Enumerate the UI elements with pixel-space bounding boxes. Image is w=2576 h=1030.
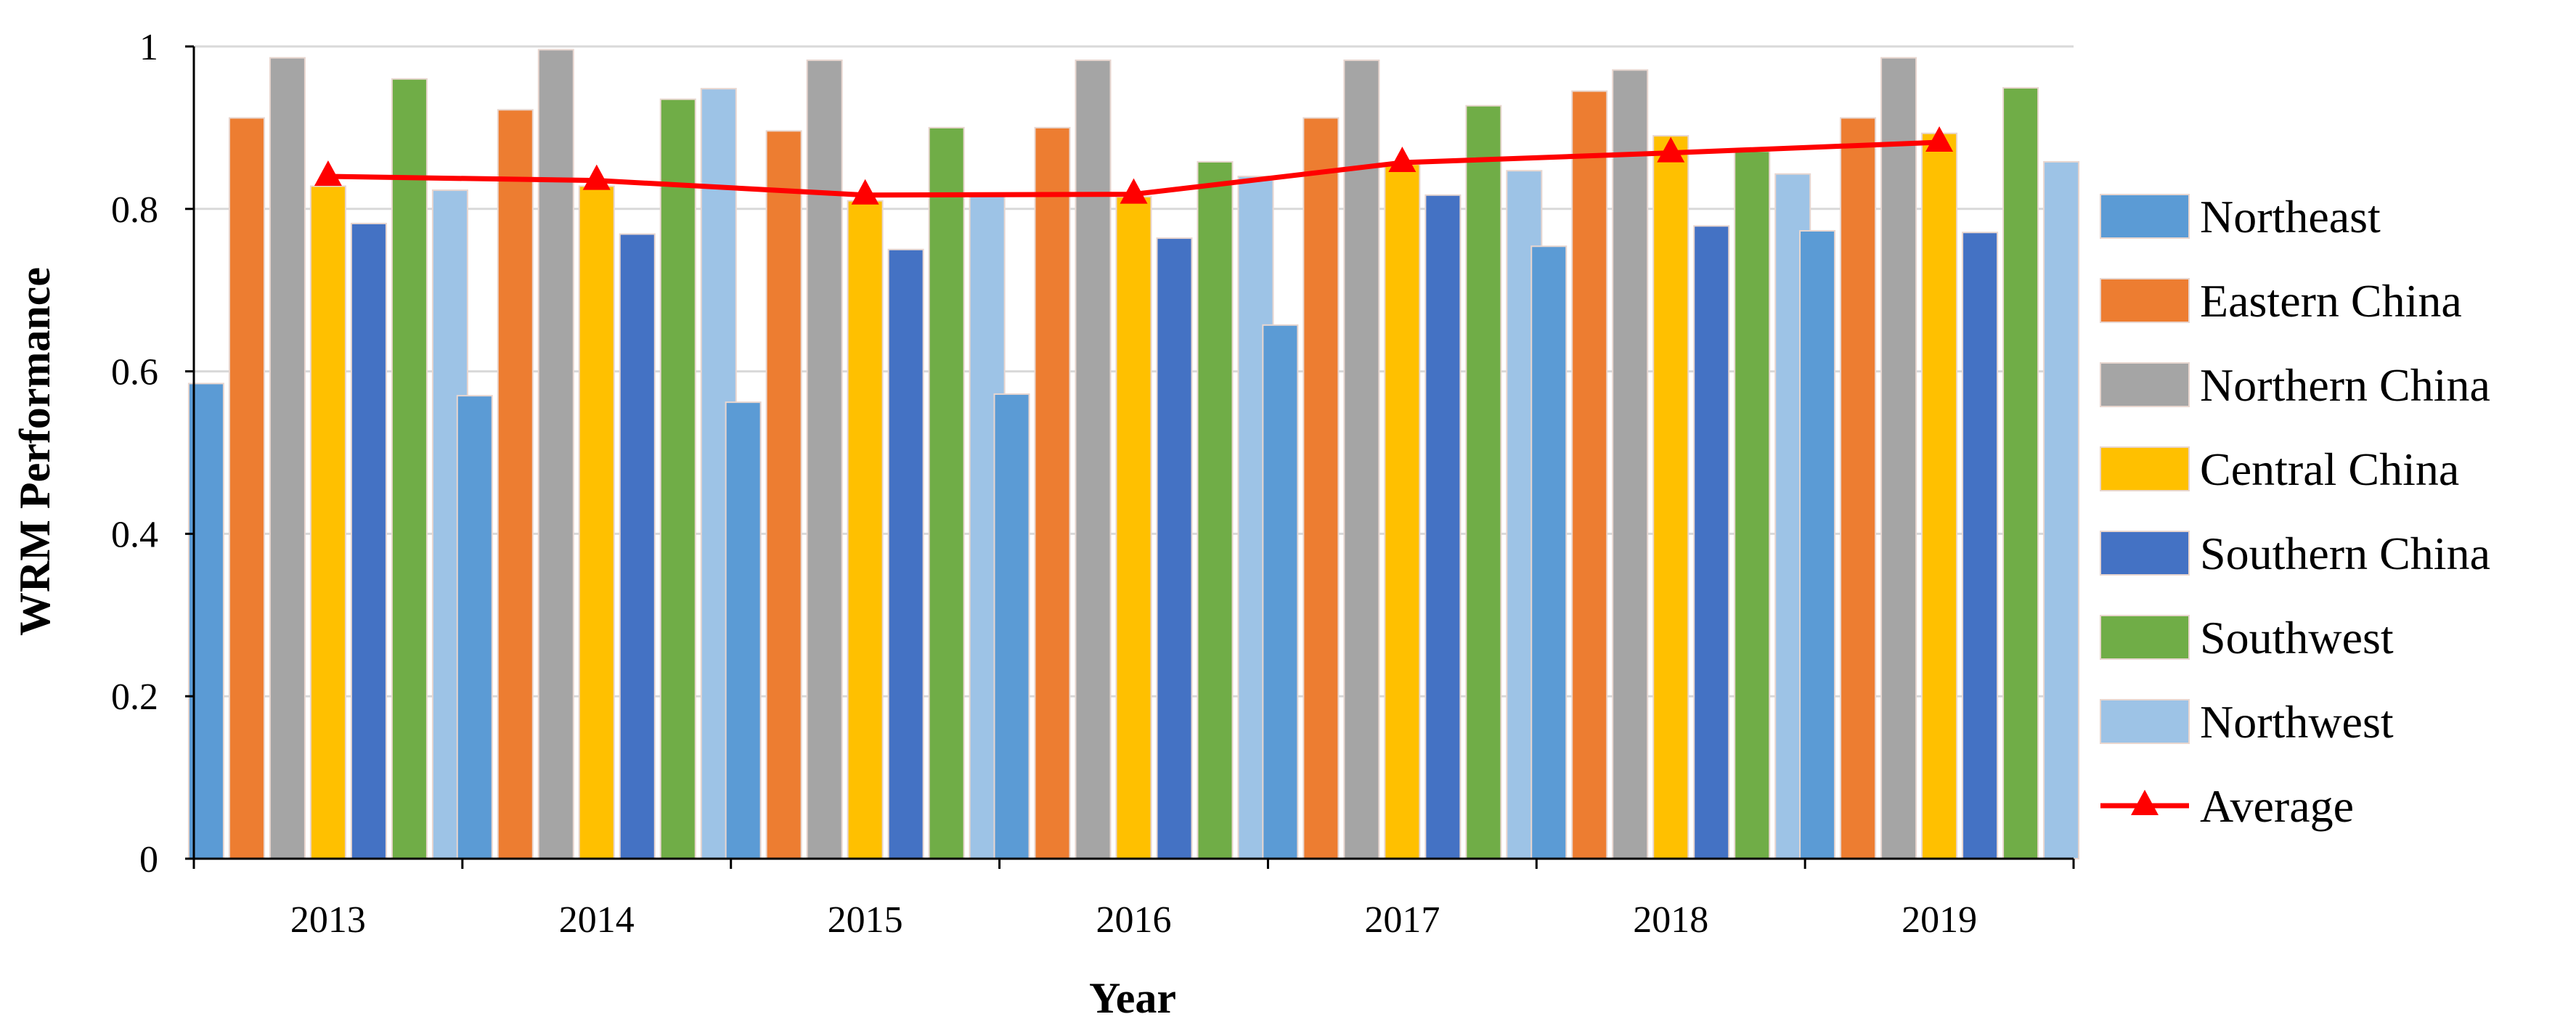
legend-swatch bbox=[2100, 699, 2190, 744]
bar-northern-china bbox=[1880, 57, 1917, 859]
bar-northeast bbox=[993, 393, 1030, 859]
legend-label: Central China bbox=[2200, 444, 2459, 495]
bar-northeast bbox=[1799, 230, 1836, 859]
bar-southern-china bbox=[1693, 225, 1730, 859]
y-tick-label: 0.6 bbox=[111, 352, 158, 393]
bar-eastern-china bbox=[1840, 117, 1877, 860]
bar-northeast bbox=[725, 401, 762, 859]
legend-label: Northern China bbox=[2200, 359, 2490, 411]
legend-swatch bbox=[2100, 278, 2190, 323]
legend-marker bbox=[2131, 790, 2159, 815]
bar-southern-china bbox=[1962, 232, 1999, 860]
bar-central-china bbox=[1115, 196, 1152, 859]
average-marker bbox=[314, 160, 342, 187]
bar-northern-china bbox=[537, 49, 574, 860]
x-tick-label: 2019 bbox=[1902, 899, 1977, 941]
legend-label: Southwest bbox=[2200, 612, 2394, 663]
bar-southwest bbox=[1465, 105, 1502, 859]
bar-eastern-china bbox=[497, 109, 534, 860]
bar-central-china bbox=[578, 185, 615, 859]
bar-northern-china bbox=[1612, 69, 1649, 859]
legend: Northeast Eastern China Northern China Cent… bbox=[2100, 191, 2490, 832]
legend-label: Eastern China bbox=[2200, 275, 2462, 327]
y-axis-title: WRM Performance bbox=[11, 267, 59, 636]
bar-central-china bbox=[1384, 163, 1421, 859]
bar-northern-china bbox=[806, 60, 843, 860]
x-tick-label: 2018 bbox=[1633, 899, 1708, 941]
bar-eastern-china bbox=[1034, 126, 1071, 859]
legend-swatch bbox=[2100, 362, 2190, 407]
y-tick-label: 0 bbox=[139, 839, 158, 880]
bar-eastern-china bbox=[228, 117, 265, 860]
bar-southwest bbox=[1734, 150, 1771, 859]
y-tick-label: 1 bbox=[139, 27, 158, 68]
legend-swatch bbox=[2100, 446, 2190, 491]
y-tick-label: 0.2 bbox=[111, 677, 158, 718]
average-marker bbox=[1925, 126, 1954, 152]
bar-northern-china bbox=[1343, 60, 1380, 860]
bar-southwest bbox=[928, 126, 965, 859]
bar-southern-china bbox=[619, 233, 656, 859]
y-tick-label: 0.8 bbox=[111, 189, 158, 231]
bars bbox=[187, 49, 2080, 860]
legend-swatch bbox=[2100, 531, 2190, 576]
bar-southwest bbox=[391, 78, 428, 859]
bar-southwest bbox=[659, 98, 696, 860]
y-tick-labels: 0 0.2 0.4 0.6 0.8 1 bbox=[111, 27, 158, 880]
bar-eastern-china bbox=[1571, 90, 1608, 859]
bar-southwest bbox=[1197, 160, 1234, 859]
average-marker bbox=[1657, 136, 1685, 163]
bar-eastern-china bbox=[1303, 117, 1340, 860]
bar-northeast bbox=[1262, 324, 1299, 859]
bar-southwest bbox=[2002, 87, 2039, 860]
average-marker bbox=[851, 179, 879, 205]
bar-southern-china bbox=[887, 248, 924, 859]
bar-central-china bbox=[1652, 135, 1690, 859]
x-tick-label: 2014 bbox=[559, 899, 635, 941]
legend-label: Southern China bbox=[2200, 528, 2490, 579]
bar-southern-china bbox=[350, 222, 387, 859]
bar-central-china bbox=[847, 200, 884, 859]
bar-northern-china bbox=[269, 57, 306, 859]
bar-northern-china bbox=[1075, 60, 1112, 860]
x-tick-labels: 2013 2014 2015 2016 2017 2018 2019 bbox=[290, 899, 1977, 941]
legend-label: Average bbox=[2200, 780, 2354, 832]
legend-label: Northwest bbox=[2200, 696, 2394, 748]
average-line bbox=[314, 126, 1954, 205]
bar-central-china bbox=[1921, 132, 1958, 860]
average-marker bbox=[582, 164, 611, 190]
bar-northwest bbox=[2043, 160, 2080, 859]
legend-swatch bbox=[2100, 615, 2190, 660]
legend-swatch bbox=[2100, 194, 2190, 239]
bar-northeast bbox=[456, 395, 493, 859]
x-axis-title: Year bbox=[1089, 974, 1176, 1022]
average-marker bbox=[1388, 147, 1417, 173]
y-tick-label: 0.4 bbox=[111, 514, 158, 555]
legend-label: Northeast bbox=[2200, 191, 2381, 242]
bar-southern-china bbox=[1156, 237, 1193, 860]
bar-southern-china bbox=[1424, 194, 1462, 860]
bar-eastern-china bbox=[765, 130, 802, 860]
x-tick-label: 2013 bbox=[290, 899, 366, 941]
x-tick-label: 2016 bbox=[1096, 899, 1172, 941]
x-tick-label: 2015 bbox=[828, 899, 903, 941]
average-marker bbox=[1120, 178, 1148, 204]
x-tick-label: 2017 bbox=[1364, 899, 1440, 941]
axes bbox=[185, 45, 2075, 869]
bar-northeast bbox=[1530, 245, 1568, 859]
bar-central-china bbox=[309, 185, 346, 859]
